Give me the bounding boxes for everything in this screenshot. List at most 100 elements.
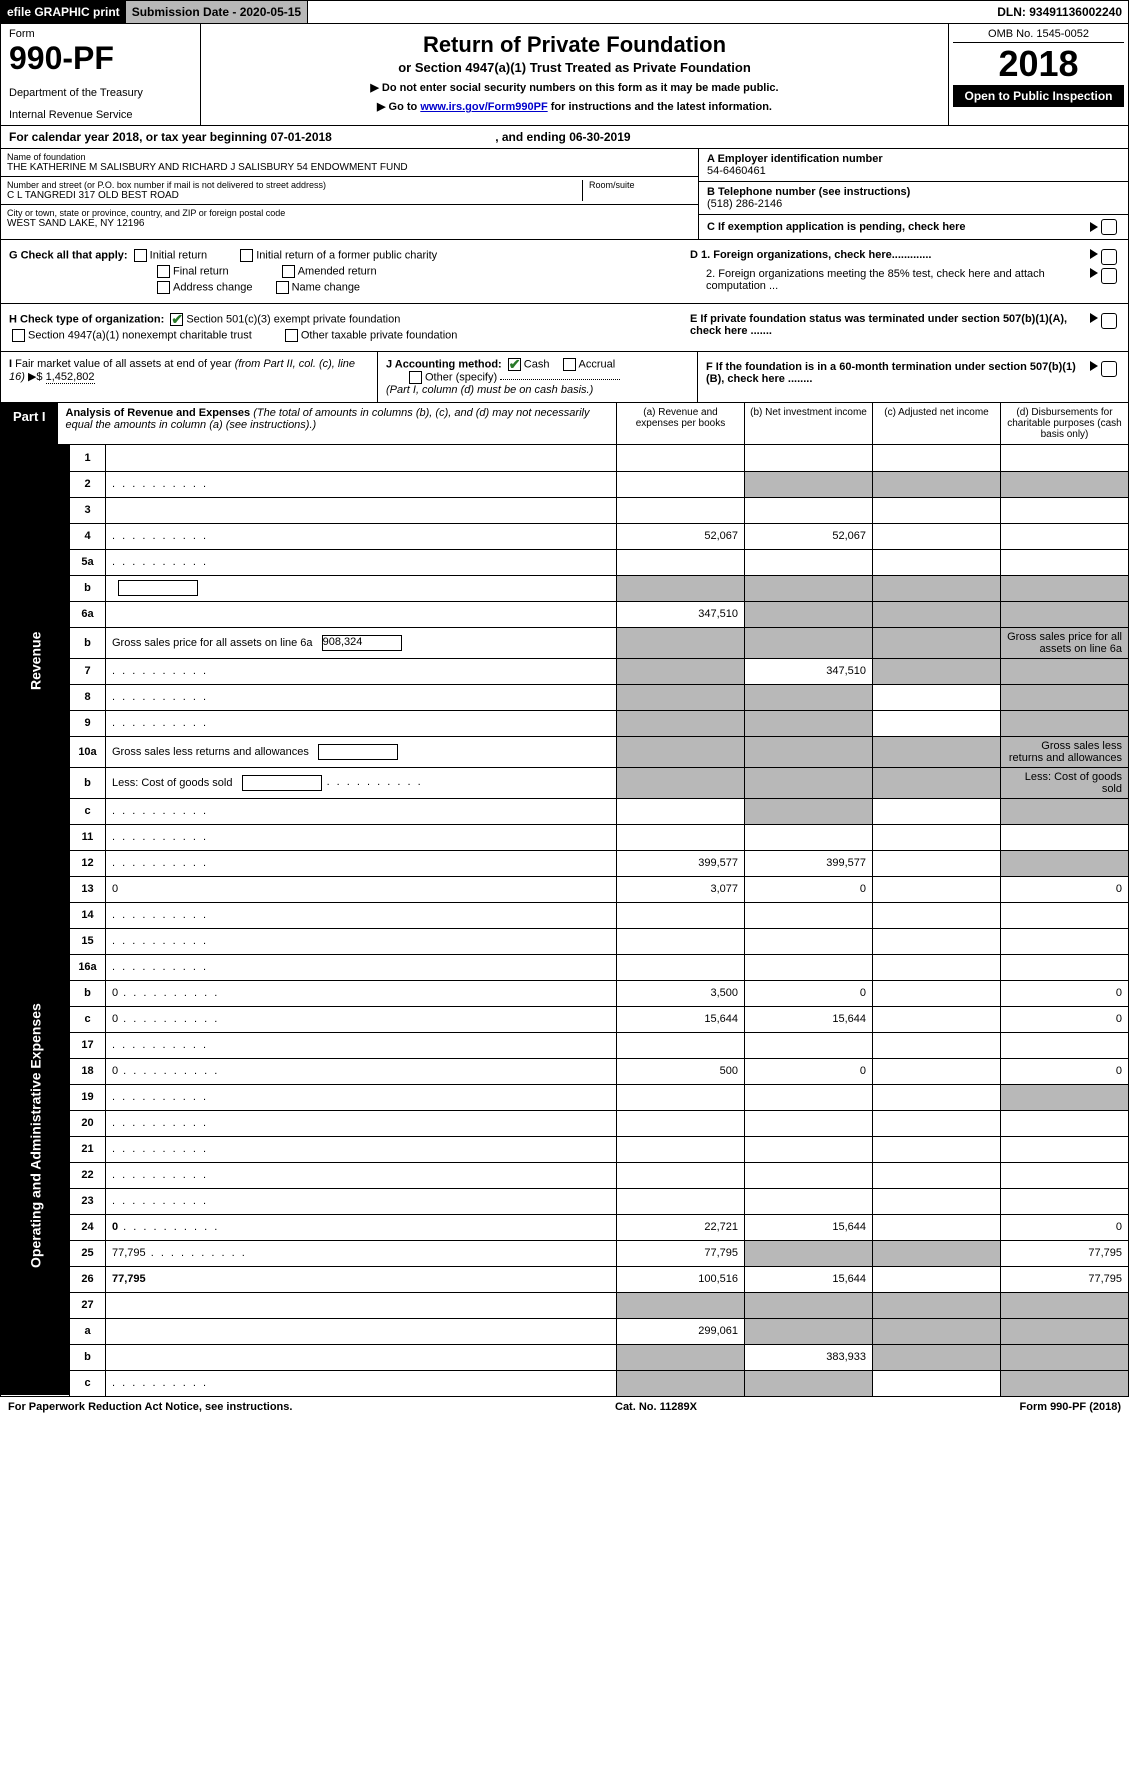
line-number: a: [70, 1318, 106, 1344]
g-line: G Check all that apply: Initial return I…: [9, 249, 690, 262]
table-row: 2677,795100,51615,64477,795: [1, 1266, 1129, 1292]
val-col-b: [745, 575, 873, 601]
e-checkbox[interactable]: [1101, 313, 1117, 329]
inline-input[interactable]: [242, 775, 322, 791]
val-col-b: 0: [745, 1058, 873, 1084]
val-col-b: [745, 1188, 873, 1214]
d1-checkbox[interactable]: [1101, 249, 1117, 265]
line-desc: [106, 523, 617, 549]
j-label: J Accounting method:: [386, 358, 502, 370]
table-row: 7347,510: [1, 658, 1129, 684]
h-line-2: Section 4947(a)(1) nonexempt charitable …: [9, 329, 690, 342]
line-number: 6a: [70, 601, 106, 627]
j-other-checkbox[interactable]: [409, 371, 422, 384]
c-checkbox[interactable]: [1101, 219, 1117, 235]
line-number: 4: [70, 523, 106, 549]
ein: 54-6460461: [707, 165, 1120, 177]
table-row: 21: [1, 1136, 1129, 1162]
val-col-d: [1001, 902, 1129, 928]
line-desc: [106, 902, 617, 928]
calendar-year-row: For calendar year 2018, or tax year begi…: [0, 126, 1129, 149]
val-col-d: Gross sales less returns and allowances: [1001, 736, 1129, 767]
line-number: b: [70, 980, 106, 1006]
room-label: Room/suite: [589, 180, 692, 190]
line-number: 16a: [70, 954, 106, 980]
table-row: 2577,79577,79577,795: [1, 1240, 1129, 1266]
table-row: 20: [1, 1110, 1129, 1136]
city-row: City or town, state or province, country…: [1, 205, 698, 232]
val-col-c: [873, 1162, 1001, 1188]
g-name-checkbox[interactable]: [276, 281, 289, 294]
line-number: 26: [70, 1266, 106, 1292]
val-col-d: 0: [1001, 1058, 1129, 1084]
val-col-a: [617, 684, 745, 710]
h-4947-checkbox[interactable]: [12, 329, 25, 342]
val-col-b: [745, 954, 873, 980]
inline-input[interactable]: [118, 580, 198, 596]
g-initial-checkbox[interactable]: [134, 249, 147, 262]
table-row: 9: [1, 710, 1129, 736]
ein-row: A Employer identification number 54-6460…: [699, 149, 1128, 182]
val-col-d: [1001, 471, 1129, 497]
g-initial-former-checkbox[interactable]: [240, 249, 253, 262]
d1-line: D 1. Foreign organizations, check here..…: [690, 249, 1120, 265]
line-desc: 0: [106, 1058, 617, 1084]
val-col-c: [873, 1136, 1001, 1162]
val-col-c: [873, 798, 1001, 824]
line-number: 27: [70, 1292, 106, 1318]
line-number: 3: [70, 497, 106, 523]
val-col-c: [873, 1370, 1001, 1396]
phone: (518) 286-2146: [707, 198, 1120, 210]
d2-checkbox[interactable]: [1101, 268, 1117, 284]
arrow-icon: [1090, 249, 1098, 259]
val-col-c: [873, 658, 1001, 684]
val-col-a: 15,644: [617, 1006, 745, 1032]
line-number: 23: [70, 1188, 106, 1214]
h-other-checkbox[interactable]: [285, 329, 298, 342]
irs-link[interactable]: www.irs.gov/Form990PF: [420, 101, 547, 113]
j-other-input[interactable]: [500, 379, 620, 380]
val-col-b: [745, 684, 873, 710]
j-accrual-checkbox[interactable]: [563, 358, 576, 371]
val-col-b: [745, 497, 873, 523]
val-col-c: [873, 1032, 1001, 1058]
val-col-b: [745, 627, 873, 658]
inline-input[interactable]: [318, 744, 398, 760]
j-cash-checkbox[interactable]: [508, 358, 521, 371]
table-row: b03,50000: [1, 980, 1129, 1006]
g-final-checkbox[interactable]: [157, 265, 170, 278]
val-col-c: [873, 902, 1001, 928]
g-line-3: Address change Name change: [9, 281, 690, 294]
city-label: City or town, state or province, country…: [7, 208, 692, 218]
val-col-a: [617, 627, 745, 658]
val-col-d: [1001, 1110, 1129, 1136]
inline-input[interactable]: 908,324: [322, 635, 402, 651]
d2-label: 2. Foreign organizations meeting the 85%…: [706, 268, 1090, 292]
j-accrual: Accrual: [579, 358, 616, 370]
val-col-a: 3,077: [617, 876, 745, 902]
val-col-d: [1001, 710, 1129, 736]
val-col-a: 399,577: [617, 850, 745, 876]
dept-treasury: Department of the Treasury: [9, 87, 192, 99]
part1-header: Part I Analysis of Revenue and Expenses …: [0, 403, 1129, 445]
line-number: 11: [70, 824, 106, 850]
form-number: 990-PF: [9, 40, 192, 77]
val-col-a: [617, 954, 745, 980]
h-501c3-checkbox[interactable]: [170, 313, 183, 326]
line-desc: [106, 601, 617, 627]
line-number: 18: [70, 1058, 106, 1084]
line-number: 9: [70, 710, 106, 736]
g-address-checkbox[interactable]: [157, 281, 170, 294]
val-col-b: [745, 1084, 873, 1110]
j-section: J Accounting method: Cash Accrual Other …: [378, 352, 698, 402]
val-col-a: [617, 1110, 745, 1136]
f-checkbox[interactable]: [1101, 361, 1117, 377]
table-row: 17: [1, 1032, 1129, 1058]
line-desc: [106, 1188, 617, 1214]
table-row: 452,06752,067: [1, 523, 1129, 549]
table-row: 19: [1, 1084, 1129, 1110]
g-amended-checkbox[interactable]: [282, 265, 295, 278]
val-col-a: [617, 1370, 745, 1396]
val-col-a: [617, 1136, 745, 1162]
table-row: bLess: Cost of goods sold Less: Cost of …: [1, 767, 1129, 798]
